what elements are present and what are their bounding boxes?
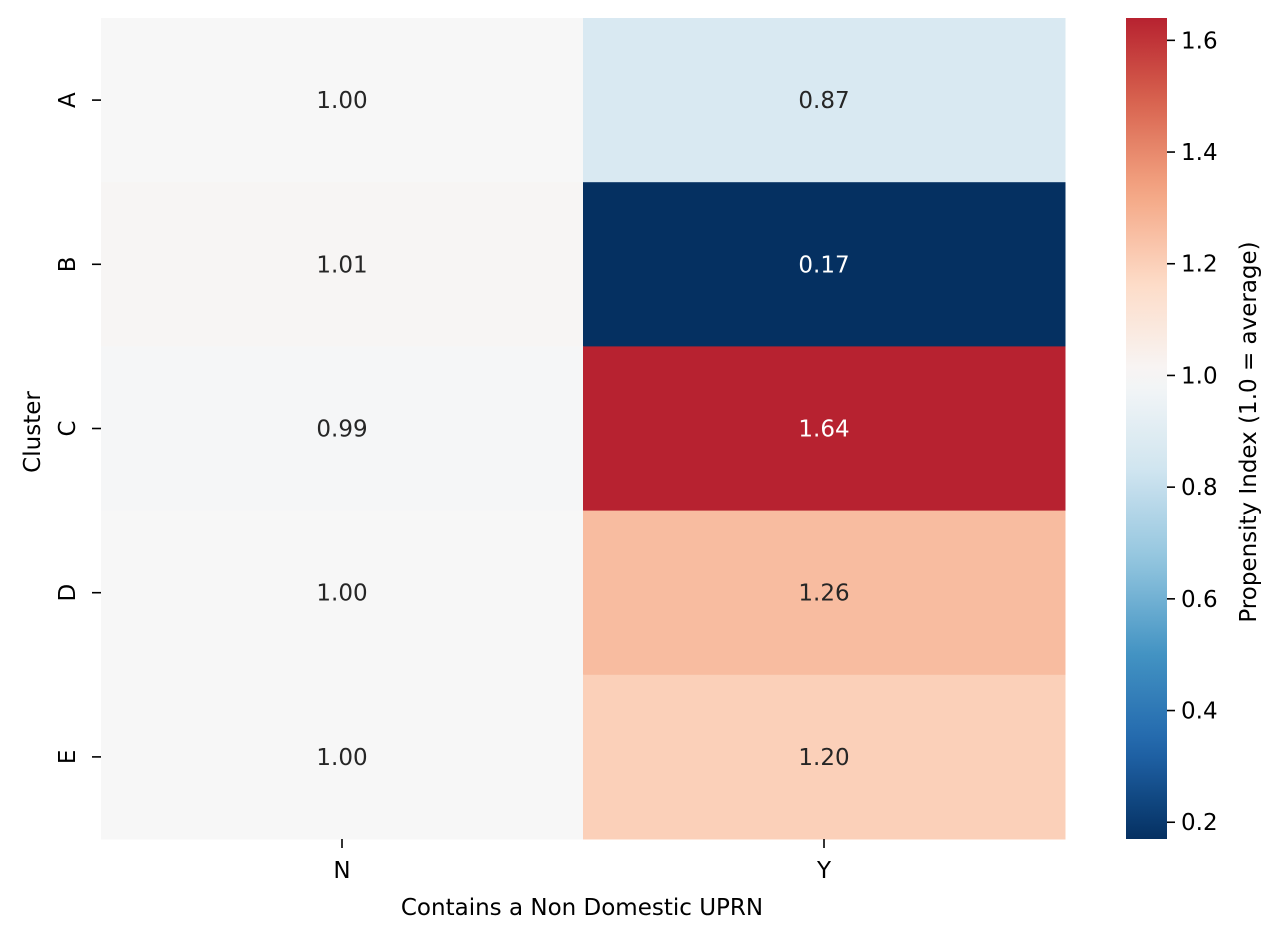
- colorbar-tick-label: 1.6: [1181, 28, 1218, 54]
- heatmap-cell: [583, 182, 1066, 347]
- heatmap-cell: [583, 674, 1066, 840]
- cell-value-label: 1.64: [798, 417, 849, 443]
- colorbar-tick-label: 0.4: [1181, 699, 1218, 725]
- cell-value-label: 1.00: [316, 745, 367, 771]
- heatmap-cell: [583, 18, 1066, 183]
- cell-value-label: 0.17: [798, 252, 849, 278]
- cell-value-label: 0.87: [798, 88, 849, 114]
- y-tick-label: B: [55, 256, 81, 272]
- y-tick-label: E: [55, 750, 81, 765]
- colorbar-tick-label: 1.2: [1181, 252, 1218, 278]
- cell-value-label: 1.26: [798, 581, 849, 607]
- cell-value-label: 1.01: [316, 252, 367, 278]
- heatmap-cell: [583, 346, 1066, 512]
- colorbar-gradient: [1126, 18, 1167, 839]
- heatmap-cell: [101, 510, 584, 676]
- cell-value-label: 1.00: [316, 581, 367, 607]
- cell-value-label: 0.99: [316, 417, 367, 443]
- y-axis: A B C D E: [55, 92, 101, 764]
- heatmap-cell: [101, 674, 584, 840]
- colorbar: 0.2 0.4 0.6 0.8 1.0 1.2 1.4 1.6: [1126, 18, 1218, 839]
- y-tick-label: C: [55, 420, 81, 436]
- colorbar-tick-label: 0.2: [1181, 810, 1218, 836]
- colorbar-tick-label: 0.8: [1181, 475, 1218, 501]
- colorbar-tick-label: 0.6: [1181, 587, 1218, 613]
- y-tick-label: A: [55, 92, 81, 108]
- colorbar-tick-label: 1.0: [1181, 363, 1218, 389]
- x-tick-label: Y: [816, 858, 832, 884]
- x-tick-label: N: [333, 858, 350, 884]
- heatmap-cell: [101, 182, 584, 347]
- heatmap-cell: [101, 18, 584, 183]
- colorbar-label: Propensity Index (1.0 = average): [1236, 241, 1262, 622]
- colorbar-tick-label: 1.4: [1181, 140, 1218, 166]
- cell-value-label: 1.00: [316, 88, 367, 114]
- heatmap-cell: [583, 510, 1066, 676]
- y-tick-label: D: [55, 584, 81, 602]
- heatmap-cells: [101, 18, 1066, 840]
- x-axis-label: Contains a Non Domestic UPRN: [401, 895, 763, 921]
- y-axis-label: Cluster: [20, 391, 46, 473]
- heatmap-cell: [101, 346, 584, 512]
- heatmap-cell-labels: 1.00 0.87 1.01 0.17 0.99 1.64 1.00 1.26 1.00 1.20: [316, 88, 849, 771]
- cell-value-label: 1.20: [798, 745, 849, 771]
